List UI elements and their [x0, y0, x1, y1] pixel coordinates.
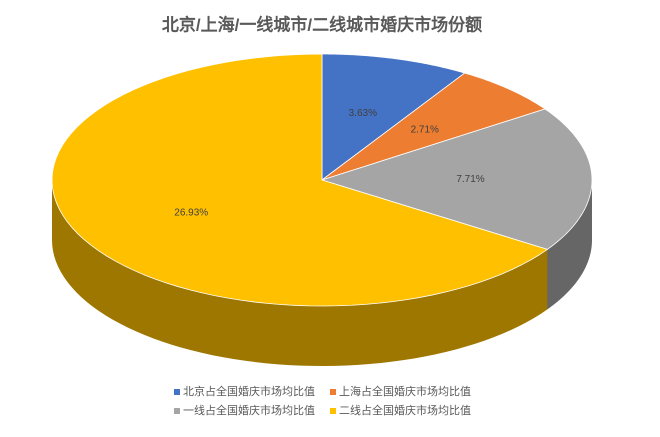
pie-side — [547, 180, 592, 310]
legend-swatch — [330, 389, 336, 395]
data-label: 26.93% — [174, 207, 208, 218]
pie-side — [52, 180, 548, 366]
legend-label: 北京占全国婚庆市场均比值 — [183, 384, 315, 398]
data-label: 7.71% — [456, 174, 484, 185]
pie-slice — [320, 108, 593, 250]
pie-slice — [51, 53, 549, 307]
legend-label: 二线占全国婚庆市场均比值 — [339, 403, 471, 417]
data-label: 3.63% — [349, 108, 377, 119]
data-label: 2.71% — [411, 125, 439, 136]
legend-label: 一线占全国婚庆市场均比值 — [183, 403, 315, 417]
legend-swatch — [330, 408, 336, 414]
legend-label: 上海占全国婚庆市场均比值 — [339, 384, 471, 398]
legend-swatch — [174, 408, 180, 414]
legend-swatch — [174, 389, 180, 395]
pie-slice — [321, 53, 466, 181]
pie-slice — [321, 72, 546, 181]
chart-title: 北京/上海/一线城市/二线城市婚庆市场份额 — [162, 14, 482, 34]
